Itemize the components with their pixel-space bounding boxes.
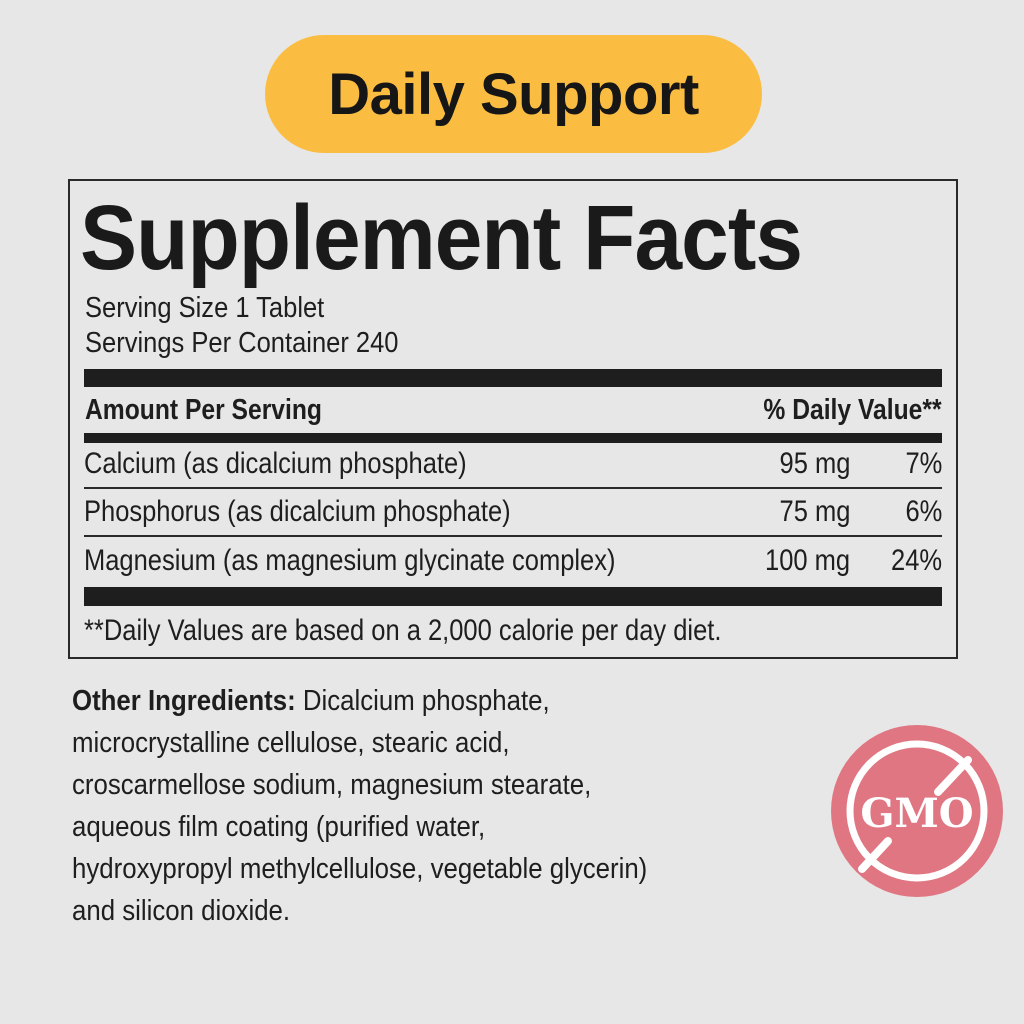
thick-divider: [84, 369, 942, 387]
serving-size: Serving Size 1 Tablet: [85, 292, 325, 324]
no-gmo-icon: GMO: [831, 725, 1003, 897]
servings-per-container: Servings Per Container 240: [85, 327, 399, 359]
ingredients-line: croscarmellose sodium, magnesium stearat…: [72, 769, 592, 801]
gmo-text: GMO: [860, 790, 973, 837]
ingredients-line: hydroxypropyl methylcellulose, vegetable…: [72, 853, 648, 885]
nutrient-name: Magnesium (as magnesium glycinate comple…: [84, 544, 616, 577]
nutrient-amount: 100 mg: [764, 544, 850, 577]
nutrient-dv: 7%: [905, 447, 942, 480]
medium-divider: [84, 433, 942, 443]
amount-per-serving-header: Amount Per Serving: [85, 394, 322, 426]
supplement-facts-panel: [68, 179, 958, 659]
thick-divider: [84, 587, 942, 606]
ingredients-line: microcrystalline cellulose, stearic acid…: [72, 727, 510, 759]
nutrient-dv: 24%: [890, 544, 942, 577]
nutrient-name: Calcium (as dicalcium phosphate): [84, 447, 467, 480]
facts-title: Supplement Facts: [80, 187, 803, 289]
nutrient-name: Phosphorus (as dicalcium phosphate): [84, 495, 511, 528]
row-divider: [84, 487, 942, 489]
badge-label: Daily Support: [328, 61, 699, 127]
nutrient-amount: 95 mg: [779, 447, 850, 480]
daily-support-badge: Daily Support: [265, 35, 762, 153]
nutrient-amount: 75 mg: [779, 495, 850, 528]
ingredients-line: and silicon dioxide.: [72, 895, 291, 927]
daily-value-footnote: **Daily Values are based on a 2,000 calo…: [84, 614, 722, 647]
ingredients-line: Dicalcium phosphate,: [295, 685, 550, 717]
nutrient-dv: 6%: [905, 495, 942, 528]
ingredients-line: aqueous film coating (purified water,: [72, 811, 486, 843]
daily-value-header: % Daily Value**: [763, 394, 942, 426]
other-ingredients-label: Other Ingredients:: [72, 685, 296, 717]
other-ingredients: Other Ingredients: Dicalcium phosphate, …: [72, 680, 832, 932]
row-divider: [84, 535, 942, 537]
